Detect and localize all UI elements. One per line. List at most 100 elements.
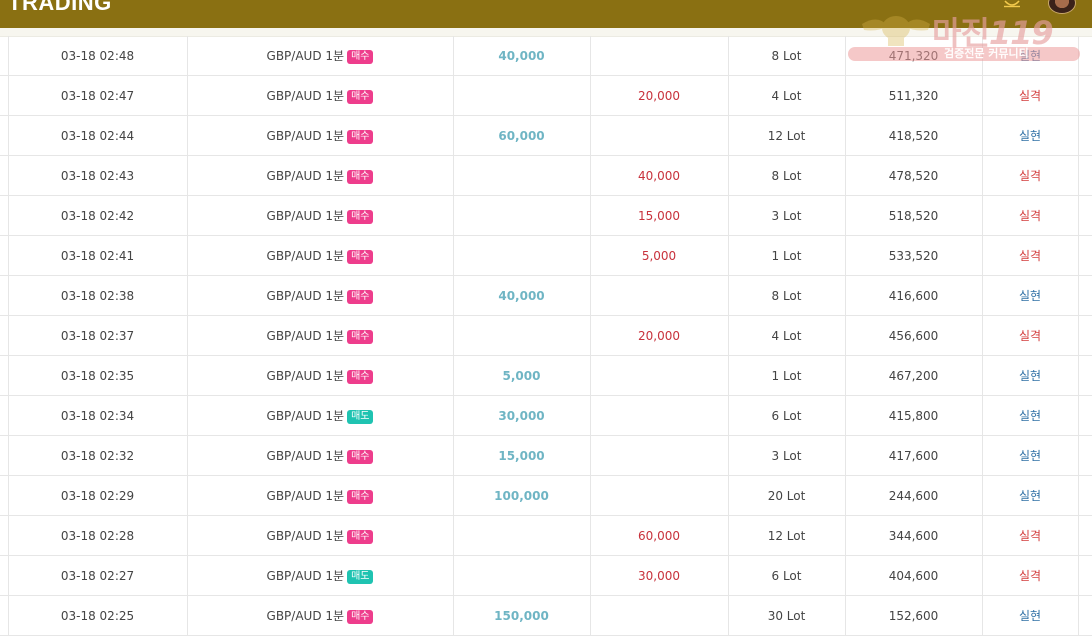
loss-cell [590, 115, 729, 156]
result-cell: 실현 [982, 595, 1079, 636]
table-row[interactable]: 03-18 02:41 GBP/AUD 1분 매수 5,000 1 Lot 533,520… [0, 235, 1092, 276]
symbol-label: GBP/AUD 1분 [266, 449, 345, 463]
table-row[interactable]: 03-18 02:43 GBP/AUD 1분 매수 40,000 8 Lot 478,52… [0, 155, 1092, 196]
side-badge: 매도 [347, 570, 374, 584]
balance-cell: 456,600 [845, 315, 983, 356]
row-edge-cell [1078, 315, 1092, 356]
symbol-label: GBP/AUD 1분 [266, 529, 345, 543]
profit-cell: 15,000 [453, 435, 591, 476]
time-cell: 03-18 02:32 [8, 435, 188, 476]
side-badge: 매수 [347, 490, 374, 504]
row-gap-cell [0, 36, 9, 76]
symbol-label: GBP/AUD 1분 [266, 249, 345, 263]
symbol-label: GBP/AUD 1분 [266, 369, 345, 383]
table-row[interactable]: 03-18 02:28 GBP/AUD 1분 매수 60,000 12 Lot 344,6… [0, 515, 1092, 556]
balance-cell: 404,600 [845, 555, 983, 596]
symbol-cell: GBP/AUD 1분 매수 [187, 355, 454, 396]
result-cell: 실현 [982, 36, 1079, 76]
symbol-cell: GBP/AUD 1분 매수 [187, 115, 454, 156]
bell-icon[interactable] [1003, 0, 1021, 8]
balance-cell: 518,520 [845, 195, 983, 236]
side-badge: 매도 [347, 410, 374, 424]
side-badge: 매수 [347, 610, 374, 624]
table-row[interactable]: 03-18 02:44 GBP/AUD 1분 매수 60,000 12 Lot 418,5… [0, 115, 1092, 156]
trade-history-table: 03-18 02:48 GBP/AUD 1분 매수 40,000 8 Lot 471,32… [0, 36, 1092, 636]
row-edge-cell [1078, 355, 1092, 396]
symbol-label: GBP/AUD 1분 [266, 209, 345, 223]
table-row[interactable]: 03-18 02:25 GBP/AUD 1분 매수 150,000 30 Lot 152,… [0, 595, 1092, 636]
lot-cell: 4 Lot [728, 315, 846, 356]
profit-cell: 40,000 [453, 36, 591, 76]
loss-cell [590, 595, 729, 636]
symbol-label: GBP/AUD 1분 [266, 49, 345, 63]
row-edge-cell [1078, 555, 1092, 596]
side-badge: 매수 [347, 250, 374, 264]
lot-cell: 8 Lot [728, 155, 846, 196]
symbol-cell: GBP/AUD 1분 매수 [187, 315, 454, 356]
time-cell: 03-18 02:42 [8, 195, 188, 236]
time-cell: 03-18 02:47 [8, 75, 188, 116]
loss-cell: 60,000 [590, 515, 729, 556]
profit-cell [453, 155, 591, 196]
symbol-label: GBP/AUD 1분 [266, 129, 345, 143]
user-avatar[interactable] [1048, 0, 1076, 14]
table-row[interactable]: 03-18 02:37 GBP/AUD 1분 매수 20,000 4 Lot 456,60… [0, 315, 1092, 356]
result-cell: 실현 [982, 115, 1079, 156]
symbol-cell: GBP/AUD 1분 매도 [187, 395, 454, 436]
loss-cell [590, 435, 729, 476]
row-edge-cell [1078, 75, 1092, 116]
side-badge: 매수 [347, 170, 374, 184]
row-gap-cell [0, 155, 9, 196]
loss-cell [590, 395, 729, 436]
result-cell: 실현 [982, 355, 1079, 396]
time-cell: 03-18 02:44 [8, 115, 188, 156]
row-edge-cell [1078, 515, 1092, 556]
time-cell: 03-18 02:38 [8, 275, 188, 316]
balance-cell: 244,600 [845, 475, 983, 516]
result-cell: 실격 [982, 235, 1079, 276]
row-edge-cell [1078, 195, 1092, 236]
row-gap-cell [0, 315, 9, 356]
lot-cell: 6 Lot [728, 555, 846, 596]
loss-cell: 30,000 [590, 555, 729, 596]
symbol-label: GBP/AUD 1분 [266, 169, 345, 183]
balance-cell: 152,600 [845, 595, 983, 636]
row-edge-cell [1078, 595, 1092, 636]
symbol-cell: GBP/AUD 1분 매수 [187, 36, 454, 76]
table-row[interactable]: 03-18 02:29 GBP/AUD 1분 매수 100,000 20 Lot 244,… [0, 475, 1092, 516]
lot-cell: 3 Lot [728, 435, 846, 476]
table-row[interactable]: 03-18 02:32 GBP/AUD 1분 매수 15,000 3 Lot 417,60… [0, 435, 1092, 476]
symbol-cell: GBP/AUD 1분 매수 [187, 275, 454, 316]
symbol-cell: GBP/AUD 1분 매도 [187, 555, 454, 596]
table-row[interactable]: 03-18 02:42 GBP/AUD 1분 매수 15,000 3 Lot 518,52… [0, 195, 1092, 236]
balance-cell: 467,200 [845, 355, 983, 396]
side-badge: 매수 [347, 450, 374, 464]
row-gap-cell [0, 555, 9, 596]
table-row[interactable]: 03-18 02:48 GBP/AUD 1분 매수 40,000 8 Lot 471,32… [0, 36, 1092, 76]
profit-cell [453, 235, 591, 276]
table-row[interactable]: 03-18 02:34 GBP/AUD 1분 매도 30,000 6 Lot 415,80… [0, 395, 1092, 436]
side-badge: 매수 [347, 90, 374, 104]
result-cell: 실격 [982, 75, 1079, 116]
table-row[interactable]: 03-18 02:35 GBP/AUD 1분 매수 5,000 1 Lot 467,200… [0, 355, 1092, 396]
symbol-cell: GBP/AUD 1분 매수 [187, 435, 454, 476]
time-cell: 03-18 02:27 [8, 555, 188, 596]
table-row[interactable]: 03-18 02:38 GBP/AUD 1분 매수 40,000 8 Lot 416,60… [0, 275, 1092, 316]
table-row[interactable]: 03-18 02:27 GBP/AUD 1분 매도 30,000 6 Lot 404,60… [0, 555, 1092, 596]
table-row[interactable]: 03-18 02:47 GBP/AUD 1분 매수 20,000 4 Lot 511,32… [0, 75, 1092, 116]
symbol-label: GBP/AUD 1분 [266, 329, 345, 343]
row-edge-cell [1078, 395, 1092, 436]
symbol-label: GBP/AUD 1분 [266, 569, 345, 583]
profit-cell [453, 75, 591, 116]
profit-cell [453, 195, 591, 236]
page-title: TRADING [8, 0, 112, 15]
row-edge-cell [1078, 275, 1092, 316]
result-cell: 실격 [982, 195, 1079, 236]
profit-cell: 150,000 [453, 595, 591, 636]
balance-cell: 344,600 [845, 515, 983, 556]
loss-cell: 20,000 [590, 75, 729, 116]
side-badge: 매수 [347, 130, 374, 144]
row-gap-cell [0, 235, 9, 276]
loss-cell [590, 275, 729, 316]
symbol-label: GBP/AUD 1분 [266, 609, 345, 623]
